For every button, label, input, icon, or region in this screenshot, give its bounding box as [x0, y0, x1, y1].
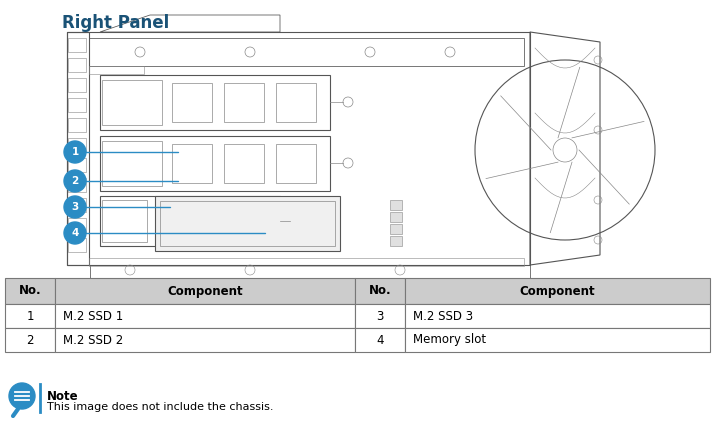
- Text: M.2 SSD 3: M.2 SSD 3: [413, 309, 473, 323]
- Bar: [355, 304, 405, 328]
- Bar: [405, 278, 710, 304]
- Text: 3: 3: [72, 202, 79, 212]
- Bar: [5, 328, 55, 352]
- Bar: [89, 66, 144, 74]
- Bar: [102, 141, 162, 186]
- Bar: [355, 328, 405, 352]
- Bar: [55, 278, 355, 304]
- Text: Component: Component: [167, 285, 243, 298]
- Bar: [100, 136, 330, 191]
- Bar: [68, 58, 86, 72]
- Circle shape: [64, 141, 86, 163]
- Bar: [172, 83, 212, 122]
- Text: 3: 3: [376, 309, 384, 323]
- Bar: [390, 200, 402, 210]
- Text: This image does not include the chassis.: This image does not include the chassis.: [47, 402, 274, 412]
- Bar: [405, 304, 710, 328]
- Text: 2: 2: [72, 176, 79, 186]
- Bar: [68, 238, 86, 252]
- Text: Right Panel: Right Panel: [62, 14, 169, 32]
- Bar: [67, 32, 89, 265]
- Bar: [276, 144, 316, 183]
- Text: Note: Note: [47, 390, 79, 403]
- Bar: [89, 258, 524, 266]
- Bar: [68, 138, 86, 152]
- Text: 1: 1: [72, 147, 79, 157]
- Bar: [160, 201, 335, 246]
- Bar: [68, 38, 86, 52]
- Bar: [390, 224, 402, 234]
- Circle shape: [64, 170, 86, 192]
- Text: Memory slot: Memory slot: [413, 334, 486, 346]
- Bar: [68, 78, 86, 92]
- Bar: [172, 144, 212, 183]
- Text: Component: Component: [520, 285, 596, 298]
- Text: 2: 2: [26, 334, 34, 346]
- Bar: [68, 218, 86, 232]
- Bar: [5, 278, 55, 304]
- Bar: [68, 158, 86, 172]
- Circle shape: [64, 196, 86, 218]
- Bar: [5, 304, 55, 328]
- Bar: [68, 178, 86, 192]
- Text: 1: 1: [26, 309, 34, 323]
- Text: M.2 SSD 1: M.2 SSD 1: [63, 309, 123, 323]
- Text: No.: No.: [369, 285, 391, 298]
- Bar: [390, 212, 402, 222]
- Circle shape: [9, 383, 35, 409]
- Bar: [102, 80, 162, 125]
- Bar: [276, 83, 316, 122]
- Bar: [155, 196, 340, 251]
- Bar: [55, 304, 355, 328]
- Bar: [100, 196, 280, 246]
- Bar: [207, 202, 245, 238]
- Bar: [224, 83, 264, 122]
- Bar: [224, 144, 264, 183]
- Bar: [390, 236, 402, 246]
- Bar: [102, 200, 147, 242]
- Bar: [68, 98, 86, 112]
- Bar: [68, 198, 86, 212]
- Bar: [68, 118, 86, 132]
- Bar: [355, 278, 405, 304]
- Bar: [405, 328, 710, 352]
- Text: 4: 4: [72, 228, 79, 238]
- Circle shape: [64, 222, 86, 244]
- Text: No.: No.: [19, 285, 41, 298]
- Bar: [89, 38, 524, 66]
- Bar: [155, 202, 193, 238]
- Text: 4: 4: [376, 334, 384, 346]
- Text: M.2 SSD 2: M.2 SSD 2: [63, 334, 123, 346]
- Bar: [100, 75, 330, 130]
- Bar: [55, 328, 355, 352]
